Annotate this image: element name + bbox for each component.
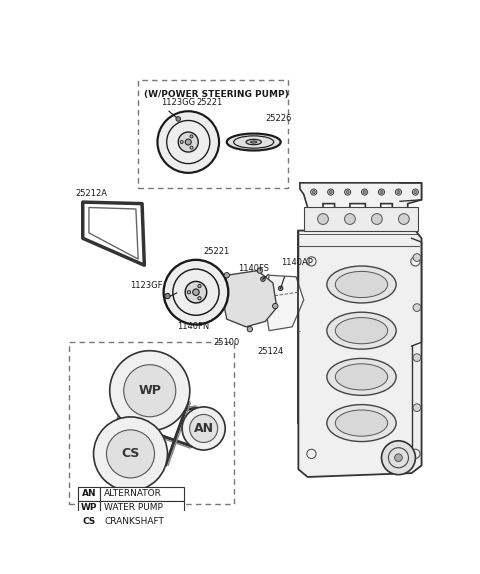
Circle shape <box>329 191 332 193</box>
Circle shape <box>187 290 191 294</box>
Circle shape <box>164 260 228 324</box>
Circle shape <box>273 303 278 309</box>
Text: 1140FS: 1140FS <box>238 263 269 273</box>
Circle shape <box>157 111 219 173</box>
Circle shape <box>396 189 402 195</box>
Text: 1140AP: 1140AP <box>281 258 312 267</box>
Circle shape <box>345 189 351 195</box>
Circle shape <box>346 191 349 193</box>
Text: 25100: 25100 <box>214 338 240 347</box>
Ellipse shape <box>327 266 396 303</box>
Circle shape <box>198 297 201 300</box>
Circle shape <box>190 135 193 138</box>
Ellipse shape <box>327 405 396 441</box>
Circle shape <box>180 141 183 144</box>
Bar <box>78 487 100 501</box>
Circle shape <box>413 354 421 362</box>
Text: ALTERNATOR: ALTERNATOR <box>104 490 162 498</box>
Circle shape <box>397 191 400 193</box>
Ellipse shape <box>336 410 388 436</box>
Circle shape <box>312 191 315 193</box>
Circle shape <box>363 191 366 193</box>
Polygon shape <box>299 231 421 477</box>
Polygon shape <box>223 270 277 327</box>
Bar <box>78 515 100 529</box>
Text: 1123GG: 1123GG <box>161 98 195 107</box>
Ellipse shape <box>336 317 388 344</box>
Circle shape <box>124 364 176 417</box>
Circle shape <box>165 293 170 298</box>
Circle shape <box>345 214 355 224</box>
Circle shape <box>412 189 419 195</box>
Circle shape <box>190 414 217 443</box>
Bar <box>100 487 184 501</box>
Circle shape <box>382 441 415 475</box>
Bar <box>138 80 288 188</box>
Circle shape <box>198 285 201 288</box>
Circle shape <box>224 273 229 278</box>
Circle shape <box>110 351 190 430</box>
Circle shape <box>398 214 409 224</box>
Circle shape <box>395 454 402 461</box>
Text: WATER PUMP: WATER PUMP <box>104 503 163 512</box>
Text: 25226: 25226 <box>265 114 292 123</box>
Text: WP: WP <box>138 384 161 397</box>
Text: 1140FN: 1140FN <box>177 322 209 331</box>
Text: 25212A: 25212A <box>75 189 107 198</box>
Circle shape <box>278 286 283 290</box>
Circle shape <box>178 132 198 152</box>
Ellipse shape <box>336 272 388 297</box>
Ellipse shape <box>336 364 388 390</box>
Bar <box>304 207 418 231</box>
Text: (W/POWER STEERING PUMP): (W/POWER STEERING PUMP) <box>144 91 289 99</box>
Circle shape <box>372 214 382 224</box>
Text: 1123GF: 1123GF <box>131 281 163 290</box>
Text: CS: CS <box>121 447 140 460</box>
Circle shape <box>311 189 317 195</box>
Text: CRANKSHAFT: CRANKSHAFT <box>104 517 164 526</box>
Text: AN: AN <box>193 422 214 435</box>
Circle shape <box>413 404 421 412</box>
Circle shape <box>107 430 155 478</box>
Circle shape <box>328 189 334 195</box>
Circle shape <box>378 189 384 195</box>
Circle shape <box>318 214 328 224</box>
Bar <box>100 501 184 515</box>
Text: 25221: 25221 <box>204 247 230 255</box>
Circle shape <box>190 146 193 149</box>
Circle shape <box>413 304 421 312</box>
Circle shape <box>414 191 417 193</box>
Circle shape <box>261 277 265 281</box>
Circle shape <box>94 417 168 491</box>
Circle shape <box>182 407 225 450</box>
Bar <box>100 515 184 529</box>
Text: AN: AN <box>82 490 96 498</box>
Circle shape <box>185 139 191 145</box>
Bar <box>69 342 234 504</box>
Circle shape <box>247 327 252 332</box>
Circle shape <box>176 117 180 121</box>
Circle shape <box>380 191 383 193</box>
Polygon shape <box>265 276 304 331</box>
Polygon shape <box>300 183 421 211</box>
Circle shape <box>361 189 368 195</box>
Circle shape <box>413 254 421 261</box>
Ellipse shape <box>327 358 396 395</box>
Ellipse shape <box>251 141 257 143</box>
Bar <box>78 501 100 515</box>
Text: WP: WP <box>81 503 97 512</box>
Ellipse shape <box>246 139 262 145</box>
Text: 25221: 25221 <box>196 98 222 107</box>
Circle shape <box>185 281 207 303</box>
Ellipse shape <box>227 134 281 150</box>
Ellipse shape <box>327 312 396 349</box>
Circle shape <box>192 289 199 296</box>
Text: 25124: 25124 <box>258 347 284 356</box>
Circle shape <box>257 268 263 273</box>
Text: CS: CS <box>82 517 96 526</box>
